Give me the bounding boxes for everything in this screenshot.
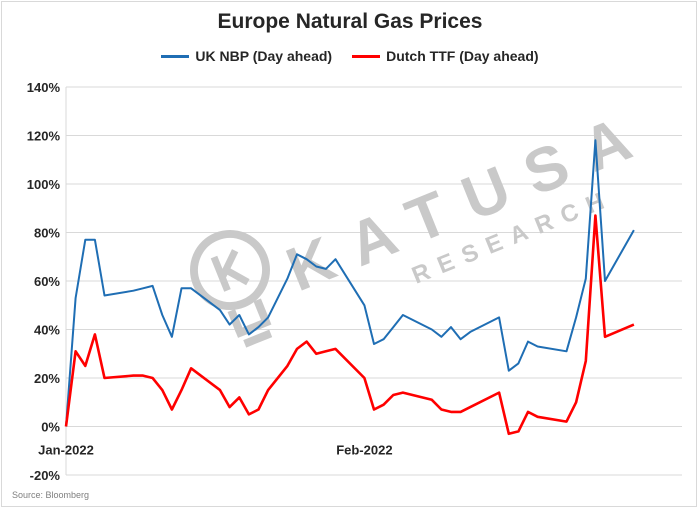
legend-item-dutch-ttf: Dutch TTF (Day ahead) (352, 48, 539, 64)
y-tick-label: 80% (34, 226, 60, 241)
y-tick-label: 60% (34, 274, 60, 289)
legend-label-uk-nbp: UK NBP (Day ahead) (195, 48, 333, 64)
legend-item-uk-nbp: UK NBP (Day ahead) (161, 48, 332, 64)
y-tick-label: 40% (34, 323, 60, 338)
source-note: Source: Bloomberg (12, 490, 90, 500)
y-axis-ticks: -20% 0% 20% 40% 60% 80% 100% 120% 140% (27, 80, 61, 483)
x-tick-label: Feb-2022 (336, 443, 392, 458)
y-tick-label: 20% (34, 371, 60, 386)
y-tick-label: 100% (27, 177, 61, 192)
y-tick-label: 140% (27, 80, 61, 95)
chart-title: Europe Natural Gas Prices (217, 10, 483, 33)
legend: UK NBP (Day ahead) Dutch TTF (Day ahead) (0, 48, 700, 64)
legend-label-dutch-ttf: Dutch TTF (Day ahead) (386, 48, 539, 64)
series-line-dutch-ttf (64, 214, 635, 436)
x-tick-label: Jan-2022 (38, 443, 94, 458)
series-lines (64, 139, 635, 436)
y-tick-label: 120% (27, 129, 61, 144)
legend-swatch-uk-nbp (161, 54, 190, 58)
x-axis-ticks: Jan-2022 Feb-2022 (38, 443, 392, 458)
y-tick-label: 0% (41, 420, 60, 435)
legend-swatch-dutch-ttf (352, 54, 381, 58)
y-tick-label: -20% (30, 468, 61, 483)
series-line-uk-nbp (65, 139, 635, 427)
lightbulb-logo-icon (190, 230, 273, 348)
